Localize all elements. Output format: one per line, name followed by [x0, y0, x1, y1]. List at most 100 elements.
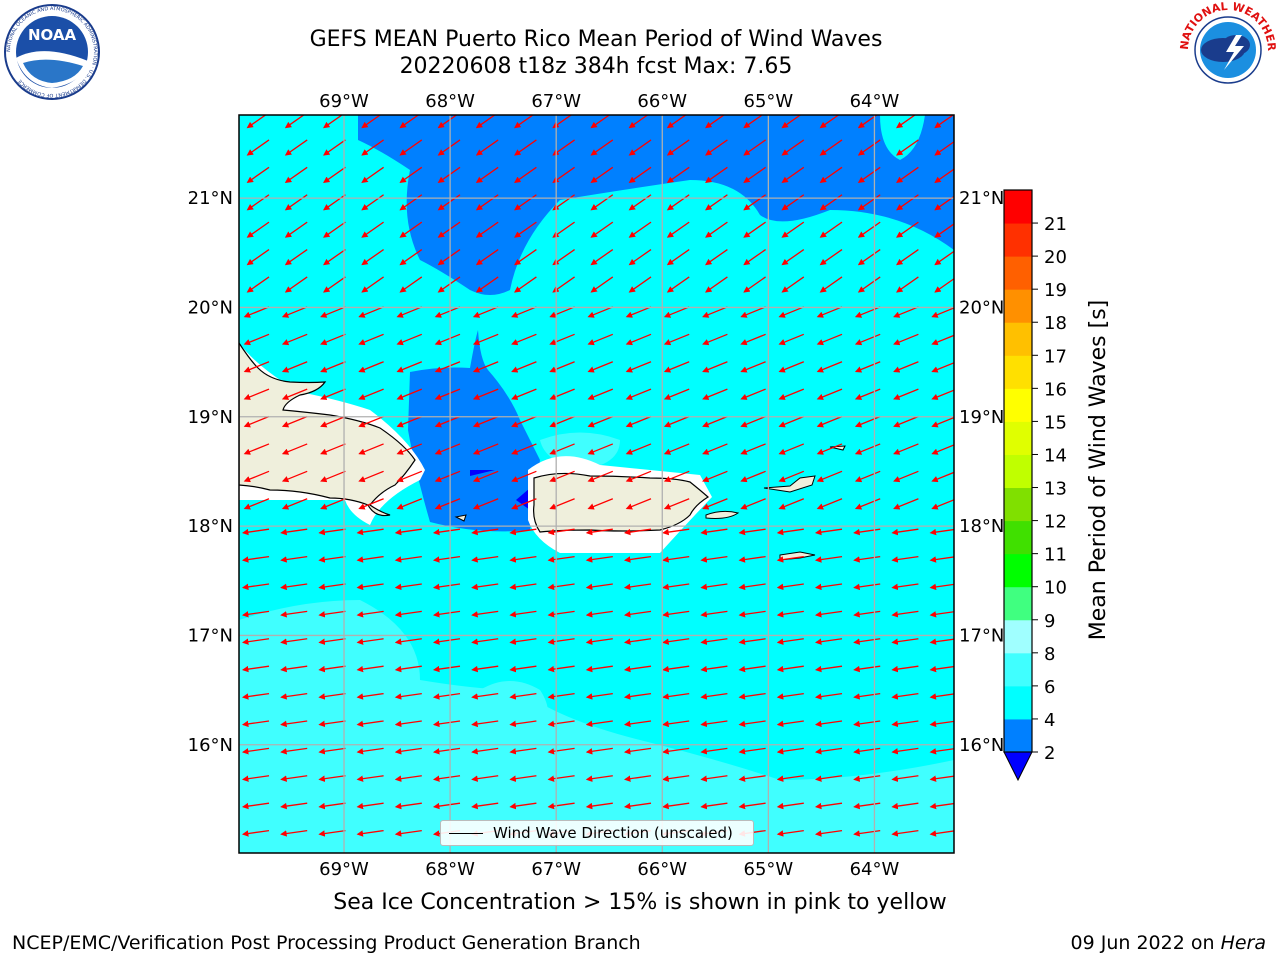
wind-arrow	[552, 249, 575, 266]
lon-tick-label-bottom: 68°W	[425, 859, 475, 880]
wind-arrow	[929, 830, 954, 837]
wind-arrow	[514, 249, 537, 266]
wind-arrow	[358, 388, 384, 400]
wind-arrow	[358, 470, 384, 483]
wind-arrow	[891, 638, 919, 645]
wind-arrow	[396, 388, 423, 400]
colorbar-segment	[1004, 685, 1032, 720]
wind-arrow	[854, 306, 881, 318]
colorbar: 2 4 6 8 9 10 11 12 13 14 15 16 17 18 19 20 21	[1003, 189, 1067, 782]
wind-arrow	[471, 747, 499, 755]
wind-arrow	[857, 194, 881, 211]
wind-arrow	[705, 221, 728, 238]
colorbar-tick-label: 4	[1044, 710, 1055, 731]
wind-arrow	[854, 470, 881, 483]
wind-arrow	[241, 802, 270, 810]
wind-arrow	[705, 166, 728, 184]
wind-arrow	[547, 528, 575, 536]
wind-arrow	[356, 747, 384, 755]
wind-arrow	[705, 249, 728, 266]
wind-arrow	[552, 276, 575, 293]
wind-arrow	[509, 610, 537, 618]
wind-arrow	[323, 194, 346, 211]
wind-arrow	[547, 720, 575, 728]
wind-arrow	[547, 747, 575, 755]
wind-arrow	[320, 361, 346, 373]
wind-arrow	[475, 276, 499, 293]
wind-arrow	[394, 747, 422, 755]
wind-arrow	[318, 665, 346, 673]
wind-arrow	[434, 415, 461, 428]
wind-arrow	[475, 249, 499, 266]
wind-arrow	[814, 802, 843, 810]
wind-arrow	[284, 194, 308, 211]
lat-tick-label-left: 16°N	[188, 735, 233, 756]
wind-arrow	[509, 747, 537, 755]
wind-arrow	[738, 528, 766, 536]
wind-arrow	[663, 306, 690, 318]
lat-tick-label-left: 19°N	[188, 407, 233, 428]
wind-arrow	[318, 692, 346, 700]
wind-arrow	[246, 166, 270, 184]
wind-arrow	[929, 802, 954, 810]
wind-arrow	[434, 306, 461, 318]
wind-arrow	[816, 333, 843, 346]
wind-arrow	[590, 194, 614, 211]
colorbar-tick-label: 11	[1044, 545, 1067, 566]
wind-arrow	[471, 528, 499, 536]
wind-arrow	[280, 638, 308, 645]
wind-arrow	[434, 333, 461, 346]
wind-arrow	[623, 692, 652, 700]
wind-arrow	[814, 638, 843, 645]
period-band-2-4-north-east	[880, 115, 925, 160]
wind-arrow	[356, 583, 384, 591]
wind-arrow	[814, 665, 843, 673]
wind-arrow	[857, 249, 881, 266]
legend-line-swatch	[449, 832, 483, 834]
wind-arrow	[819, 194, 843, 211]
wind-arrow	[623, 583, 652, 591]
wind-arrow	[781, 221, 805, 238]
wind-arrow	[399, 194, 423, 211]
wind-arrow	[432, 528, 461, 536]
wind-arrow	[929, 611, 954, 618]
colorbar-tick-label: 2	[1044, 743, 1055, 764]
wind-arrow	[320, 470, 346, 483]
wind-arrow	[511, 470, 537, 483]
wind-arrow	[738, 775, 766, 782]
wind-arrow	[931, 499, 954, 510]
wind-arrow	[509, 528, 537, 536]
wind-arrow	[399, 139, 423, 156]
wind-arrow	[662, 802, 690, 810]
wind-arrow	[356, 720, 384, 728]
wind-arrow	[472, 361, 499, 373]
wind-arrow	[509, 555, 537, 563]
wind-arrow	[896, 249, 919, 266]
wind-arrow	[929, 665, 954, 673]
wind-arrow	[511, 443, 537, 455]
wind-arrow	[585, 665, 613, 673]
wind-arrow	[819, 249, 843, 266]
wind-arrow	[740, 470, 766, 483]
wind-arrow	[625, 443, 652, 455]
wind-arrow	[394, 720, 422, 728]
wind-arrow	[587, 361, 614, 373]
wind-arrow	[394, 802, 422, 810]
wind-arrow	[738, 802, 766, 810]
wind-arrow	[509, 638, 537, 645]
wind-arrow	[776, 747, 804, 755]
wind-arrow	[547, 692, 575, 700]
wind-arrow	[472, 388, 499, 400]
lat-tick-label-left: 18°N	[188, 516, 233, 537]
wind-arrow	[323, 276, 346, 293]
wind-arrow	[814, 692, 843, 700]
wind-arrow	[929, 693, 954, 700]
wind-arrow	[318, 747, 346, 755]
wind-arrow	[471, 638, 499, 645]
wind-arrow	[434, 388, 461, 400]
wind-arrow	[776, 665, 804, 673]
wind-arrow	[738, 720, 766, 728]
wind-arrow	[814, 775, 843, 782]
wind-arrow	[511, 333, 537, 346]
wind-arrow	[472, 498, 499, 510]
